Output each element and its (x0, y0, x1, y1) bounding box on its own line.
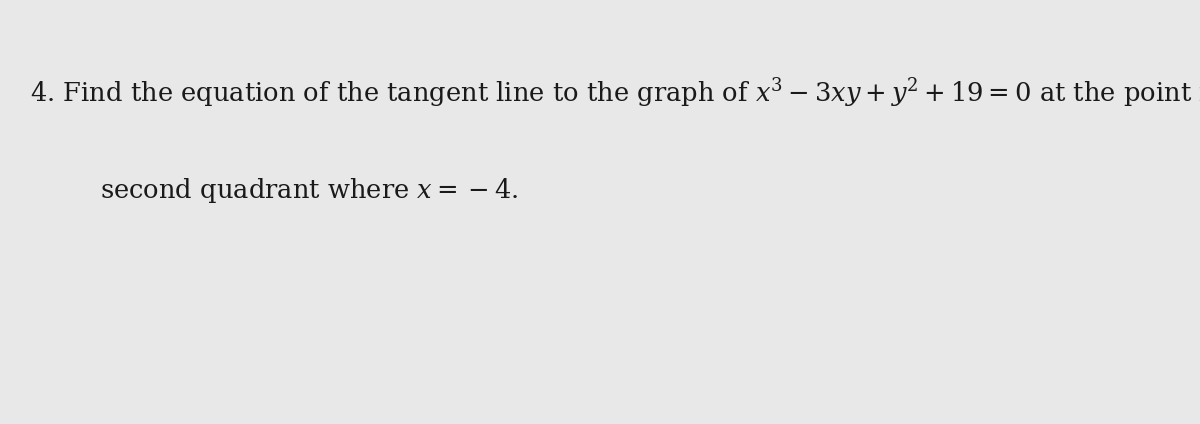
Text: second quadrant where $x=-4$.: second quadrant where $x=-4$. (100, 176, 518, 205)
Text: 4. Find the equation of the tangent line to the graph of $x^3-3xy+y^2+19=0$ at t: 4. Find the equation of the tangent line… (30, 76, 1200, 110)
